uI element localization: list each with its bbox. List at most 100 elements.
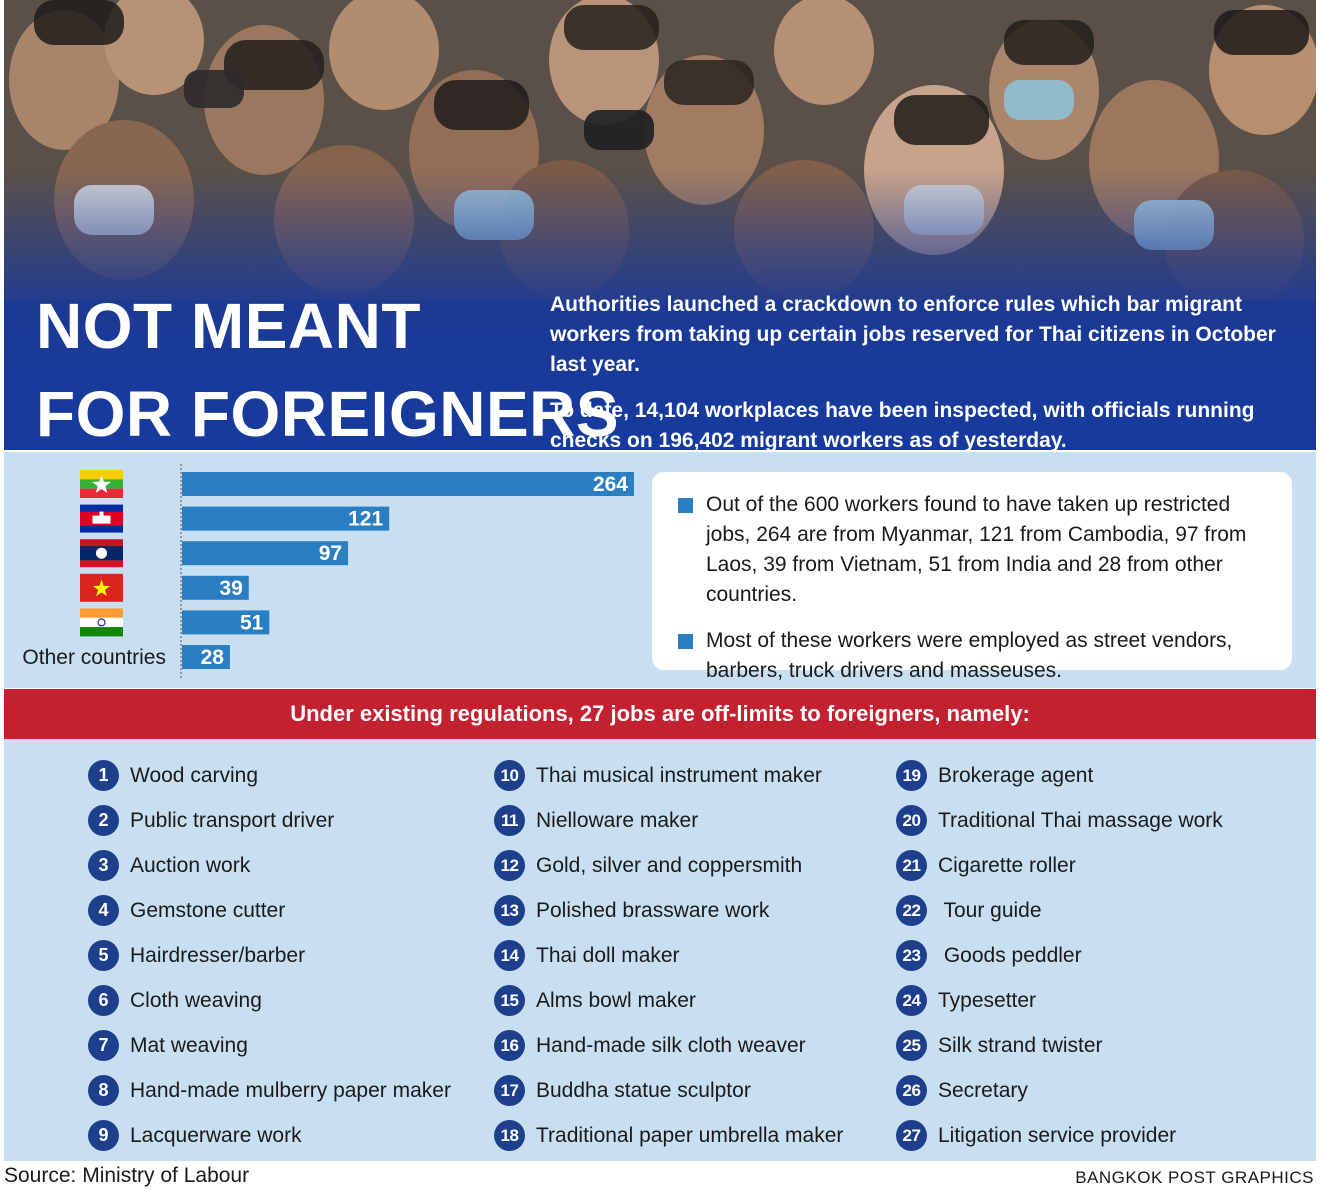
job-label: Nielloware maker — [536, 808, 699, 832]
number-badge: 7 — [88, 1030, 119, 1061]
chart-section: 264 121 97 39 51 28 Other countries Out of the… — [4, 452, 1316, 688]
job-item: 17 Buddha statue sculptor — [494, 1068, 843, 1113]
number-badge: 20 — [896, 805, 927, 836]
job-label: Goods peddler — [938, 943, 1082, 967]
job-item: 13 Polished brassware work — [494, 888, 843, 933]
number-badge: 16 — [494, 1030, 525, 1061]
number-badge: 9 — [88, 1120, 119, 1151]
job-item: 2 Public transport driver — [88, 798, 451, 843]
intro-paragraph-2: To date, 14,104 workplaces have been ins… — [550, 399, 1255, 450]
job-item: 3 Auction work — [88, 843, 451, 888]
job-label: Litigation service provider — [938, 1123, 1177, 1147]
number-badge: 17 — [494, 1075, 525, 1106]
bar — [182, 610, 270, 635]
number-badge: 14 — [494, 940, 525, 971]
job-label: Traditional paper umbrella maker — [536, 1123, 844, 1147]
number-badge: 3 — [88, 850, 119, 881]
bar-chart: 264 121 97 39 51 28 Other countries — [22, 464, 634, 680]
job-label: Thai musical instrument maker — [536, 763, 822, 787]
hero-gradient — [4, 170, 1316, 450]
job-item: 16 Hand-made silk cloth weaver — [494, 1023, 843, 1068]
job-label: Alms bowl maker — [536, 988, 696, 1012]
bar — [182, 645, 230, 669]
info-item: Out of the 600 workers found to have tak… — [678, 490, 1272, 610]
job-item: 14 Thai doll maker — [494, 933, 843, 978]
number-badge: 25 — [896, 1030, 927, 1061]
flag-stripe — [80, 488, 123, 498]
number-badge: 22 — [896, 895, 927, 926]
info-item: Most of these workers were employed as s… — [678, 626, 1272, 686]
bar-value-label: 121 — [348, 508, 383, 531]
number-badge: 11 — [494, 805, 525, 836]
job-label: Tour guide — [938, 898, 1042, 922]
job-label: Polished brassware work — [536, 898, 770, 922]
job-label: Mat weaving — [130, 1033, 248, 1057]
page-title: NOT MEANT FOR FOREIGNERS — [36, 282, 619, 450]
job-item: 4 Gemstone cutter — [88, 888, 451, 933]
job-item: 6 Cloth weaving — [88, 978, 451, 1023]
number-badge: 6 — [88, 985, 119, 1016]
category-label: Other countries — [22, 646, 166, 669]
job-label: Cigarette roller — [938, 853, 1076, 877]
flag-star — [92, 579, 111, 597]
bar-value-label: 97 — [319, 542, 342, 565]
job-item: 5 Hairdresser/barber — [88, 933, 451, 978]
flag-stripe — [80, 470, 123, 480]
bar-value-label: 51 — [240, 611, 264, 634]
job-label: Hairdresser/barber — [130, 943, 306, 967]
job-item: 12 Gold, silver and coppersmith — [494, 843, 843, 888]
job-label: Secretary — [938, 1078, 1028, 1102]
title-line-1: NOT MEANT — [36, 290, 421, 362]
job-label: Typesetter — [938, 988, 1037, 1012]
job-item: 15 Alms bowl maker — [494, 978, 843, 1023]
flag-star — [92, 475, 111, 494]
job-label: Hand-made mulberry paper maker — [130, 1078, 451, 1102]
job-label: Wood carving — [130, 763, 259, 787]
flag-temple — [92, 515, 111, 524]
job-label: Buddha statue sculptor — [536, 1078, 751, 1102]
job-label: Gold, silver and coppersmith — [536, 853, 803, 877]
job-item: 18 Traditional paper umbrella maker — [494, 1113, 843, 1158]
job-label: Brokerage agent — [938, 763, 1094, 787]
flag-temple-tower — [99, 511, 104, 517]
job-label: Gemstone cutter — [130, 898, 286, 922]
job-item: 19 Brokerage agent — [896, 753, 1223, 798]
flag-stripe — [80, 617, 123, 628]
job-item: 21 Cigarette roller — [896, 843, 1223, 888]
job-item: 26 Secretary — [896, 1068, 1223, 1113]
myanmar-flag-icon — [80, 470, 123, 498]
number-badge: 5 — [88, 940, 119, 971]
job-item: 20 Traditional Thai massage work — [896, 798, 1223, 843]
info-box: Out of the 600 workers found to have tak… — [652, 472, 1292, 682]
job-label: Thai doll maker — [536, 943, 680, 967]
job-item: 27 Litigation service provider — [896, 1113, 1223, 1158]
job-item: 24 Typesetter — [896, 978, 1223, 1023]
info-text: Out of the 600 workers found to have tak… — [706, 493, 1247, 606]
flag-stripe — [80, 608, 123, 618]
flag-circle — [96, 547, 107, 559]
job-item: 8 Hand-made mulberry paper maker — [88, 1068, 451, 1113]
number-badge: 26 — [896, 1075, 927, 1106]
intro-text: Authorities launched a crackdown to enfo… — [550, 290, 1310, 450]
cambodia-flag-icon — [80, 504, 123, 533]
job-label: Silk strand twister — [938, 1033, 1103, 1057]
job-item: 10 Thai musical instrument maker — [494, 753, 843, 798]
job-label: Auction work — [130, 853, 251, 877]
job-item: 11 Nielloware maker — [494, 798, 843, 843]
square-bullet-icon — [678, 498, 693, 513]
number-badge: 8 — [88, 1075, 119, 1106]
number-badge: 10 — [494, 760, 525, 791]
intro-paragraph-1: Authorities launched a crackdown to enfo… — [550, 293, 1276, 376]
number-badge: 12 — [494, 850, 525, 881]
job-item: 9 Lacquerware work — [88, 1113, 451, 1158]
number-badge: 19 — [896, 760, 927, 791]
jobs-column-1: 1 Wood carving 2 Public transport driver 3 Au… — [88, 753, 451, 1158]
flag-stripe — [80, 627, 123, 637]
title-line-2: FOR FOREIGNERS — [36, 378, 620, 450]
info-text: Most of these workers were employed as s… — [706, 629, 1233, 682]
graphics-credit: BANGKOK POST GRAPHICS — [1075, 1168, 1314, 1187]
number-badge: 27 — [896, 1120, 927, 1151]
number-badge: 15 — [494, 985, 525, 1016]
bar-value-label: 264 — [593, 473, 628, 496]
job-item: 22 Tour guide — [896, 888, 1223, 933]
